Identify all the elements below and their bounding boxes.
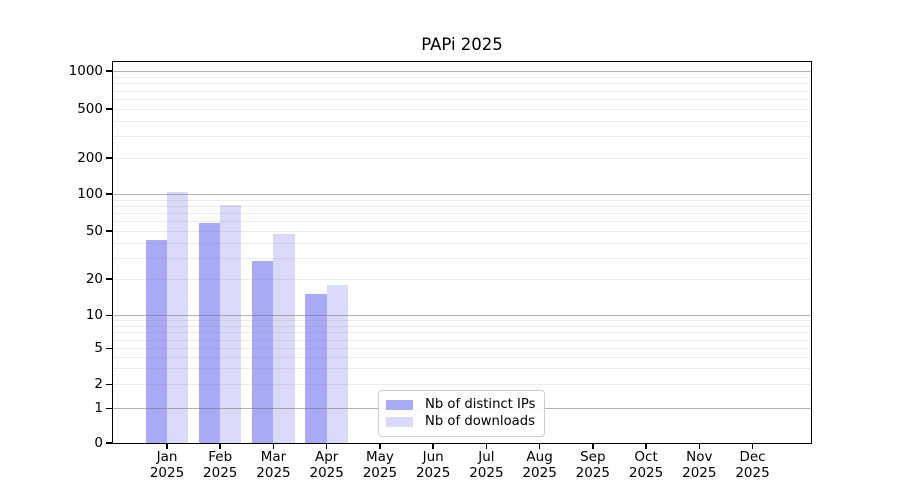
x-tick-label-month: Sep [580, 449, 606, 465]
x-tick-label-year: 2025 [362, 465, 398, 481]
y-tick-label-100: 100 [77, 185, 103, 202]
bar-apr-nb-of-distinct-ips [305, 294, 327, 443]
x-tick-label-nov: Nov 2025 [667, 449, 731, 481]
bar-apr-nb-of-downloads [326, 284, 348, 443]
x-tick-label-year: 2025 [628, 465, 664, 481]
y-tick-1 [106, 407, 113, 410]
x-tick-jan [166, 443, 168, 449]
y-tick-200 [106, 157, 113, 159]
x-tick-label-apr: Apr 2025 [295, 449, 359, 481]
legend-item-distinct-ips: Nb of distinct IPs [386, 396, 544, 413]
x-tick-label-year: 2025 [149, 465, 185, 481]
legend-label-downloads: Nb of downloads [425, 414, 535, 429]
y-tick-label-0: 0 [94, 434, 103, 451]
x-tick-label-month: Jan [156, 449, 178, 465]
x-tick-label-year: 2025 [735, 465, 770, 481]
x-tick-label-oct: Oct 2025 [614, 449, 678, 481]
bar-feb-nb-of-distinct-ips [199, 223, 221, 443]
x-tick-jul [485, 443, 488, 449]
y-tick-label-50: 50 [85, 222, 103, 239]
x-tick-jun [432, 443, 434, 449]
x-tick-label-jul: Jul 2025 [454, 449, 518, 481]
x-tick-label-year: 2025 [415, 465, 451, 481]
bar-mar-nb-of-downloads [273, 234, 295, 443]
y-tick-label-500: 500 [77, 100, 103, 117]
x-tick-label-year: 2025 [309, 465, 344, 481]
x-tick-aug [538, 443, 541, 449]
x-tick-label-month: Feb [208, 449, 233, 465]
x-tick-label-month: Dec [739, 449, 766, 465]
y-tick-0 [106, 442, 113, 444]
y-tick-label-1000: 1000 [68, 62, 103, 79]
x-tick-apr [325, 443, 328, 449]
y-tick-label-5: 5 [94, 339, 103, 356]
legend: Nb of distinct IPs Nb of downloads [378, 390, 545, 437]
x-tick-label-jun: Jun 2025 [401, 449, 465, 481]
y-tick-label-20: 20 [85, 270, 103, 287]
legend-item-downloads: Nb of downloads [386, 413, 544, 430]
x-tick-may [379, 443, 381, 449]
legend-label-distinct-ips: Nb of distinct IPs [425, 397, 536, 412]
plot-area [112, 61, 812, 444]
x-tick-label-jan: Jan 2025 [135, 449, 199, 481]
y-tick-1000 [106, 70, 113, 72]
chart-title: PAPi 2025 [421, 35, 503, 54]
y-tick-label-2: 2 [94, 375, 103, 392]
x-tick-label-month: Jul [478, 449, 495, 465]
x-tick-sep [592, 443, 594, 449]
x-tick-mar [272, 443, 275, 449]
x-tick-oct [645, 443, 647, 449]
bar-feb-nb-of-downloads [220, 205, 242, 443]
x-tick-label-dec: Dec 2025 [721, 449, 785, 481]
y-tick-10 [106, 314, 113, 317]
x-tick-label-month: Nov [686, 449, 713, 465]
x-tick-label-month: May [365, 449, 394, 465]
x-tick-label-year: 2025 [256, 465, 291, 481]
x-tick-label-year: 2025 [575, 465, 610, 481]
x-tick-label-month: Aug [526, 449, 553, 465]
legend-swatch-downloads-icon [386, 416, 413, 427]
bar-jan-nb-of-distinct-ips [145, 240, 167, 443]
x-tick-label-month: Jun [422, 449, 444, 465]
y-tick-2 [106, 383, 113, 386]
x-tick-label-year: 2025 [522, 465, 557, 481]
x-tick-nov [698, 443, 701, 449]
x-tick-label-month: Apr [315, 449, 339, 465]
bar-mar-nb-of-distinct-ips [252, 261, 274, 443]
x-tick-label-year: 2025 [682, 465, 717, 481]
x-tick-label-aug: Aug 2025 [508, 449, 572, 481]
x-tick-label-sep: Sep 2025 [561, 449, 625, 481]
x-tick-feb [219, 443, 222, 449]
y-tick-5 [106, 347, 113, 350]
legend-swatch-distinct-ips-icon [386, 399, 413, 410]
x-tick-label-year: 2025 [469, 465, 504, 481]
x-tick-dec [751, 443, 754, 449]
bar-jan-nb-of-downloads [167, 192, 189, 443]
x-tick-label-mar: Mar 2025 [241, 449, 305, 481]
y-tick-label-200: 200 [77, 149, 103, 166]
x-tick-label-month: Oct [634, 449, 658, 465]
y-tick-label-1: 1 [94, 399, 103, 416]
y-tick-500 [106, 108, 113, 110]
y-tick-50 [106, 230, 113, 232]
y-tick-20 [106, 278, 113, 280]
y-tick-100 [106, 193, 113, 195]
x-tick-label-year: 2025 [203, 465, 238, 481]
x-tick-label-feb: Feb 2025 [188, 449, 252, 481]
x-tick-label-month: Mar [260, 449, 287, 465]
x-tick-label-may: May 2025 [348, 449, 412, 481]
y-tick-label-10: 10 [85, 306, 103, 323]
bars-layer [113, 62, 811, 443]
